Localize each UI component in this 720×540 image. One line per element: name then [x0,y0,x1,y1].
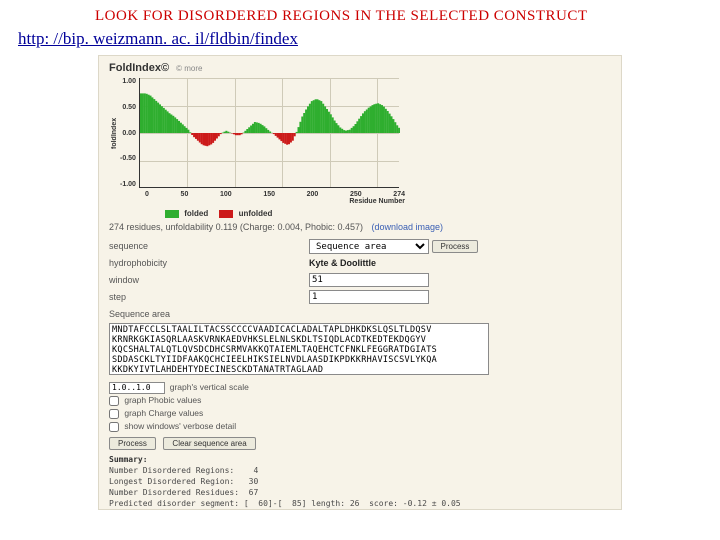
opt-verbose[interactable]: show windows' verbose detail [109,420,611,433]
unfolded-label: unfolded [239,209,273,218]
scale-input[interactable] [109,382,165,394]
chart-plot-area [139,78,399,188]
hydro-value: Kyte & Doolittle [309,258,376,268]
tool-url-link[interactable]: http: //bip. weizmann. ac. il/fldbin/fin… [0,29,720,55]
foldindex-panel: FoldIndex© © more foldIndex 1.00 0.50 0.… [98,55,622,510]
clear-button[interactable]: Clear sequence area [163,437,255,450]
step-label: step [109,292,309,302]
window-label: window [109,275,309,285]
opt-scale[interactable]: graph's vertical scale [109,381,611,394]
app-title-text: FoldIndex© [109,62,169,74]
unfolded-swatch [219,210,233,218]
chart-legend: folded unfolded [165,209,611,218]
seq-area-label: Sequence area [109,309,309,319]
slide-title: LOOK FOR DISORDERED REGIONS IN THE SELEC… [0,0,720,29]
chart-bars [140,78,400,188]
y-axis-label: foldIndex [109,78,120,188]
process-button-top[interactable]: Process [432,240,479,253]
options-group: graph's vertical scale graph Phobic valu… [109,381,611,433]
step-input[interactable] [309,290,429,304]
app-title: FoldIndex© © more [109,62,611,74]
x-axis-label: Residue Number [145,198,405,205]
sequence-select[interactable]: Sequence area [309,239,429,254]
download-image-link[interactable]: (download image) [372,222,444,232]
y-ticks: 1.00 0.50 0.00 -0.50 -1.00 [120,78,139,188]
sequence-textarea[interactable]: MNDTAFCCLSLTAALILTACSSCCCCVAADICACLADALT… [109,323,489,375]
process-button[interactable]: Process [109,437,156,450]
hydro-label: hydrophobicity [109,258,309,268]
more-link[interactable]: © more [176,64,202,73]
summary-block: Summary: Number Disordered Regions: 4 Lo… [109,454,611,509]
opt-charge[interactable]: graph Charge values [109,407,611,420]
window-input[interactable] [309,273,429,287]
folded-swatch [165,210,179,218]
folded-label: folded [184,209,208,218]
opt-phobic[interactable]: graph Phobic values [109,394,611,407]
sequence-label: sequence [109,241,309,251]
x-ticks: 0 50 100 150 200 250 274 [145,190,405,198]
result-summary: 274 residues, unfoldability 0.119 (Charg… [109,222,611,232]
chart-container: foldIndex 1.00 0.50 0.00 -0.50 -1.00 [109,78,611,188]
